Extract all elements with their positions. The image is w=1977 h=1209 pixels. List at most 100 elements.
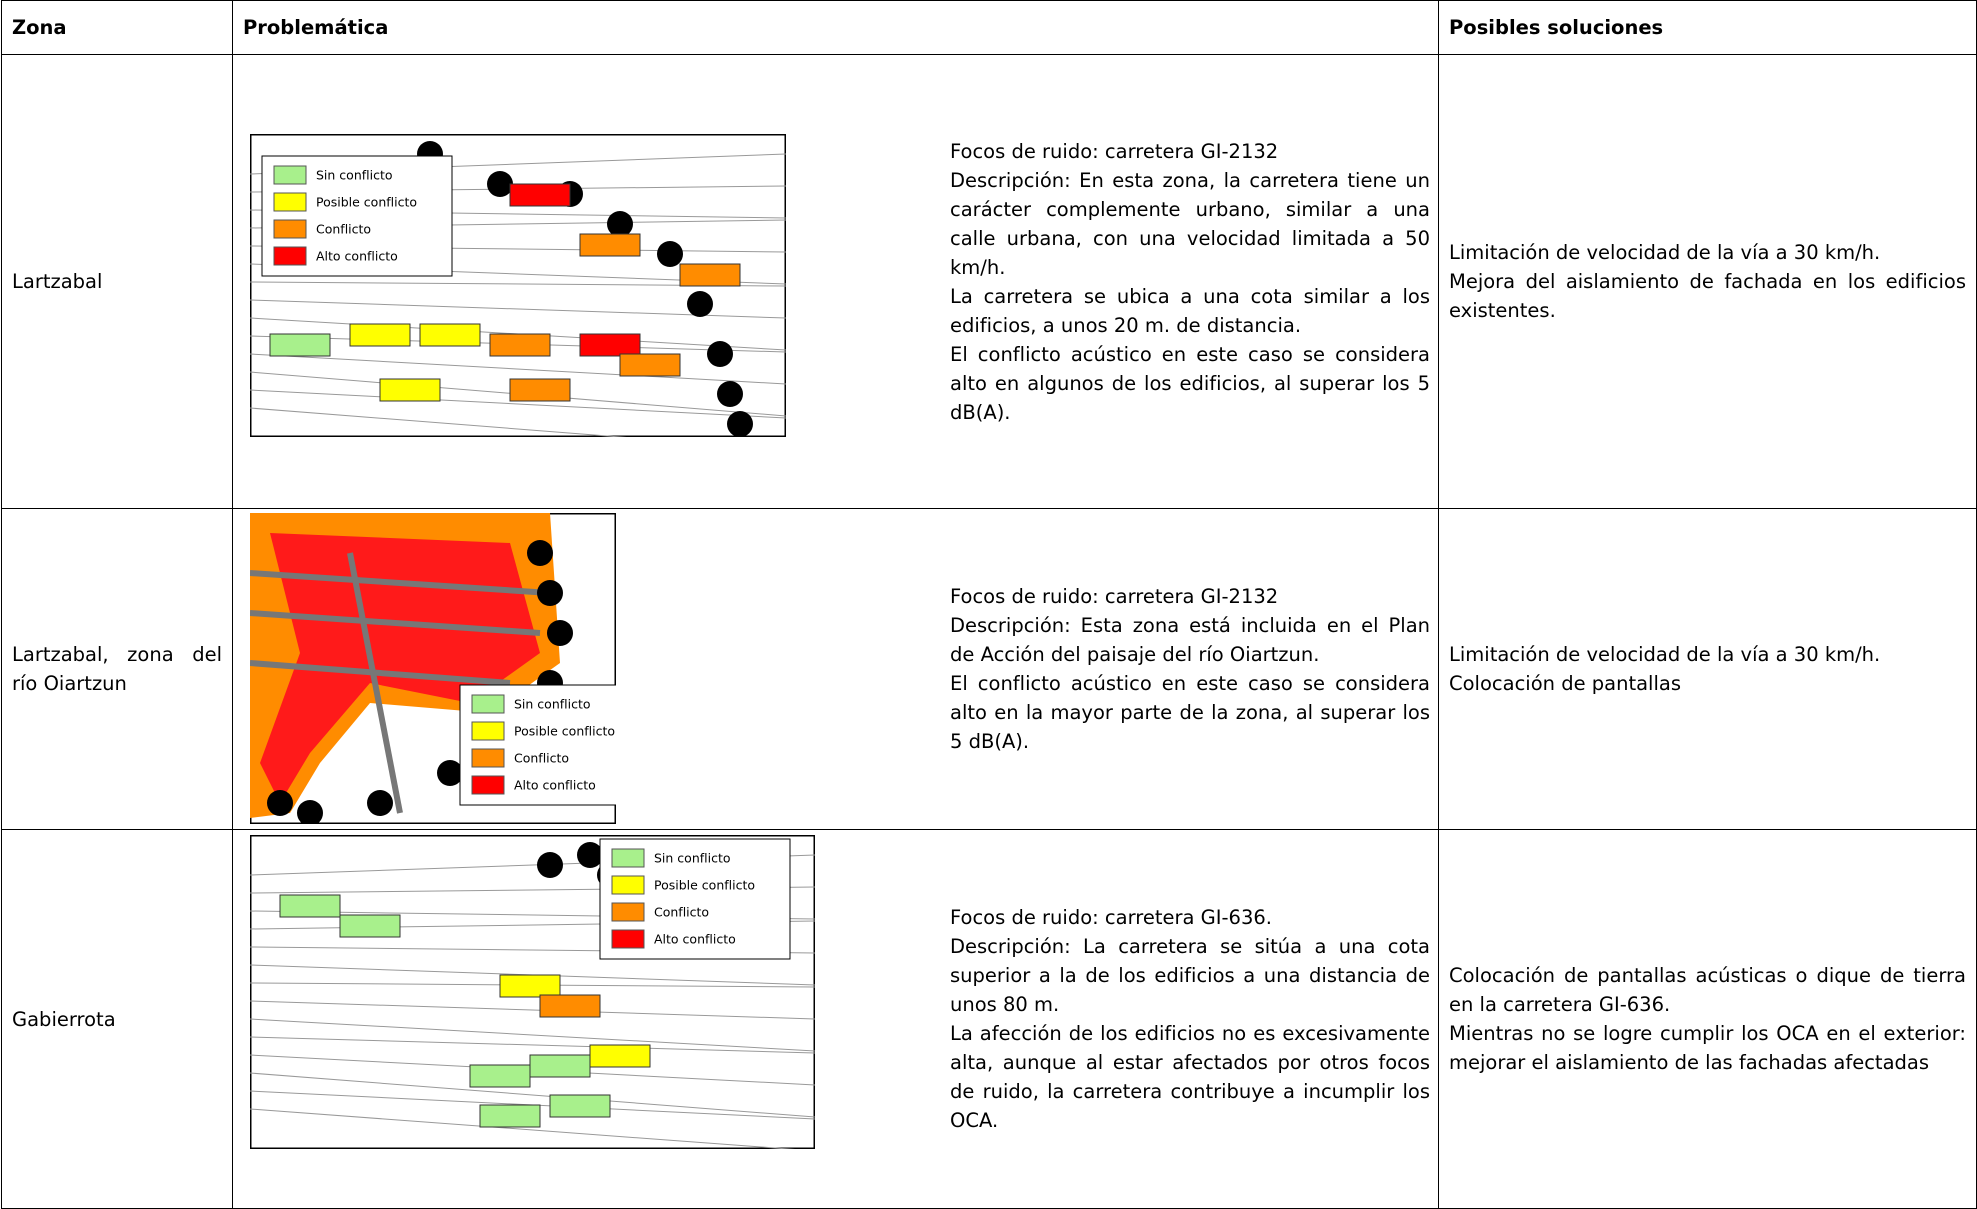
legend-label: Posible conflicto	[654, 878, 755, 893]
map-shape	[479, 1104, 541, 1128]
map-shape	[487, 171, 513, 197]
legend-label: Sin conflicto	[654, 851, 731, 866]
solution-paragraph: Colocación de pantallas acústicas o diqu…	[1449, 964, 1966, 1016]
legend-label: Conflicto	[654, 905, 709, 920]
map-shape	[687, 291, 713, 317]
noise-map: Sin conflicto Posible conflicto Conflicto A…	[250, 835, 815, 1149]
map-shape	[250, 1000, 815, 1020]
problem-paragraph: El conflicto acústico en este caso se co…	[950, 342, 1430, 424]
map-shape	[611, 848, 645, 868]
map-shape	[679, 263, 741, 287]
map-shape	[339, 914, 401, 938]
map-shape	[273, 219, 307, 239]
map-shape	[250, 407, 627, 437]
legend-label: Alto conflicto	[654, 932, 736, 947]
table-row: Lartzabal Sin conflicto Posible conflicto C…	[1, 54, 1977, 509]
table-row: Lartzabal, zona del río Oiartzun Sin conf…	[1, 508, 1977, 830]
map-shape	[717, 381, 743, 407]
solution-paragraph: Limitación de velocidad de la vía a 30 k…	[1449, 241, 1881, 264]
map-shape	[273, 165, 307, 185]
solution-paragraph: Limitación de velocidad de la vía a 30 k…	[1449, 643, 1881, 666]
map-shape	[727, 411, 753, 437]
header-cell: Problemática	[232, 0, 1439, 55]
map-shape	[471, 748, 505, 768]
map-shape	[499, 974, 561, 998]
solution-paragraph: Colocación de pantallas	[1449, 672, 1681, 695]
problem-paragraph: Descripción: En esta zona, la carretera …	[950, 168, 1430, 279]
map-shape	[471, 775, 505, 795]
legend-label: Conflicto	[514, 751, 569, 766]
map-shape	[529, 1054, 591, 1078]
header-cell: Zona	[1, 0, 233, 55]
header-cell: Posibles soluciones	[1438, 0, 1977, 55]
solutions-cell: Colocación de pantallas acústicas o diqu…	[1438, 829, 1977, 1209]
solution-paragraph: Mejora del aislamiento de fachada en los…	[1449, 270, 1966, 322]
map-area: Sin conflicto Posible conflicto Conflicto A…	[233, 55, 950, 508]
problem-text: Focos de ruido: carretera GI-636. Descrip…	[950, 830, 1438, 1208]
map-shape	[619, 353, 681, 377]
problem-layout: Sin conflicto Posible conflicto Conflicto A…	[233, 830, 1438, 1208]
solutions-cell: Limitación de velocidad de la vía a 30 k…	[1438, 54, 1977, 509]
problem-layout: Sin conflicto Posible conflicto Conflicto A…	[233, 55, 1438, 508]
zone-cell: Lartzabal, zona del río Oiartzun	[1, 508, 233, 830]
map-shape	[539, 994, 601, 1018]
header-row: Zona Problemática Posibles soluciones	[1, 0, 1977, 55]
problem-text: Focos de ruido: carretera GI-2132 Descrip…	[950, 55, 1438, 508]
map-shape	[250, 353, 786, 385]
map-shape	[297, 800, 323, 824]
zone-cell: Gabierrota	[1, 829, 233, 1209]
map-shape	[509, 378, 571, 402]
legend-label: Sin conflicto	[514, 697, 591, 712]
map-shape	[269, 333, 331, 357]
map-shape	[489, 333, 551, 357]
legend-label: Posible conflicto	[514, 724, 615, 739]
map-shape	[509, 183, 571, 207]
problem-layout: Sin conflicto Posible conflicto Conflicto A…	[233, 509, 1438, 829]
map-shape	[349, 323, 411, 347]
legend-label: Alto conflicto	[514, 778, 596, 793]
map-shape	[589, 1044, 651, 1068]
problem-cell: Sin conflicto Posible conflicto Conflicto A…	[232, 829, 1439, 1209]
problem-paragraph: Focos de ruido: carretera GI-2132	[950, 585, 1279, 608]
problem-paragraph: La carretera se ubica a una cota similar…	[950, 284, 1430, 337]
solution-paragraph: Mientras no se logre cumplir los OCA en …	[1449, 1022, 1966, 1074]
map-shape	[250, 1018, 815, 1052]
noise-map: Sin conflicto Posible conflicto Conflicto A…	[250, 513, 616, 824]
problem-paragraph: Descripción: Esta zona está incluida en …	[950, 614, 1430, 666]
map-shape	[279, 894, 341, 918]
map-shape	[273, 192, 307, 212]
map-shape	[547, 620, 573, 646]
map-shape	[537, 580, 563, 606]
problem-paragraph: Focos de ruido: carretera GI-2132	[950, 139, 1279, 163]
map-shape	[579, 233, 641, 257]
map-shape	[437, 760, 463, 786]
problem-cell: Sin conflicto Posible conflicto Conflicto A…	[232, 508, 1439, 830]
map-shape	[273, 246, 307, 266]
map-shape	[707, 341, 733, 367]
map-shape	[250, 1108, 795, 1149]
solutions-cell: Limitación de velocidad de la vía a 30 k…	[1438, 508, 1977, 830]
map-shape	[250, 610, 541, 636]
legend-label: Posible conflicto	[316, 195, 417, 210]
map-area: Sin conflicto Posible conflicto Conflicto A…	[233, 830, 950, 1208]
map-shape	[419, 323, 481, 347]
table-body: Lartzabal Sin conflicto Posible conflicto C…	[1, 54, 1977, 1209]
legend-label: Sin conflicto	[316, 168, 393, 183]
map-shape	[471, 721, 505, 741]
legend-label: Conflicto	[316, 222, 371, 237]
map-shape	[607, 211, 633, 237]
table-row: Gabierrota Sin conflicto Posible conflicto…	[1, 829, 1977, 1209]
map-shape	[367, 790, 393, 816]
problem-paragraph: La afección de los edificios no es exces…	[950, 1022, 1430, 1132]
map-shape	[260, 533, 540, 803]
map-shape	[611, 929, 645, 949]
zone-cell: Lartzabal	[1, 54, 233, 509]
map-shape	[657, 241, 683, 267]
map-shape	[250, 570, 551, 596]
map-shape	[469, 1064, 531, 1088]
problem-paragraph: Focos de ruido: carretera GI-636.	[950, 906, 1272, 929]
map-shape	[267, 790, 293, 816]
map-shape	[379, 378, 441, 402]
